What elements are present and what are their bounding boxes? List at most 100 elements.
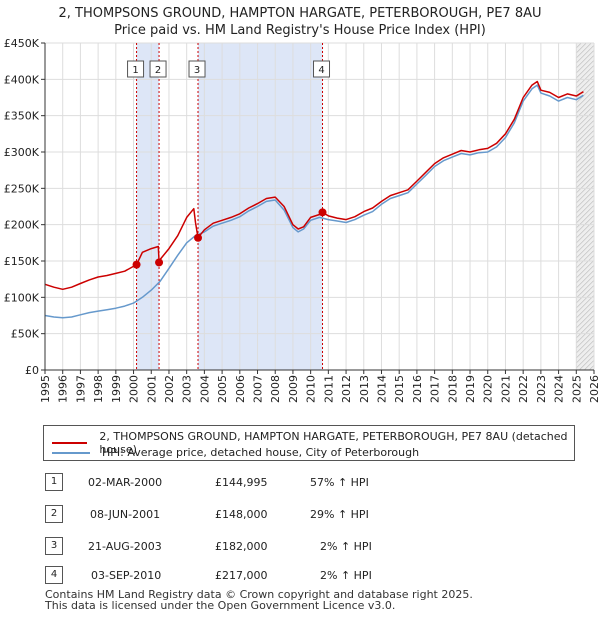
chart-title: 2, THOMPSONS GROUND, HAMPTON HARGATE, PE…	[58, 6, 542, 21]
transaction-number: 3	[45, 537, 63, 555]
x-tick-label: 2025	[570, 375, 583, 403]
forecast-hatch	[576, 209, 595, 229]
y-tick-label: £350K	[4, 110, 40, 123]
y-tick-label: £400K	[4, 73, 40, 86]
transaction-price: £217,000	[215, 569, 268, 582]
transaction-date: 02-MAR-2000	[88, 476, 163, 489]
legend: 2, THOMPSONS GROUND, HAMPTON HARGATE, PE…	[43, 425, 575, 461]
transaction-marker-box	[313, 60, 331, 78]
transaction-number: 2	[45, 505, 63, 523]
transaction-price: £144,995	[215, 476, 268, 489]
transaction-marker-box	[188, 60, 206, 78]
forecast-hatch	[576, 59, 595, 79]
forecast-hatch	[576, 299, 595, 319]
x-tick-label: 2021	[499, 375, 512, 403]
forecast-hatch	[576, 309, 595, 329]
footer-copyright: Contains HM Land Registry data © Crown c…	[45, 588, 473, 601]
forecast-hatch	[576, 49, 595, 69]
forecast-hatch	[576, 69, 595, 89]
transaction-hpi-change: 2% ↑ HPI	[320, 540, 372, 553]
x-tick-label: 2022	[517, 375, 530, 403]
transaction-hpi-change: 2% ↑ HPI	[320, 569, 372, 582]
legend-swatch-hpi	[52, 451, 90, 454]
transaction-marker-label: 3	[194, 65, 200, 76]
transaction-hpi-change: 29% ↑ HPI	[310, 508, 369, 521]
y-tick-label: £250K	[4, 182, 40, 195]
forecast-hatch	[576, 124, 595, 144]
x-tick-label: 2012	[340, 375, 353, 403]
chart-subtitle: Price paid vs. HM Land Registry's House …	[114, 23, 486, 38]
forecast-region	[576, 43, 594, 370]
x-tick-label: 2009	[287, 375, 300, 403]
forecast-hatch	[576, 129, 595, 149]
forecast-hatch	[576, 189, 595, 209]
forecast-hatch	[576, 174, 595, 194]
forecast-hatch	[576, 64, 595, 84]
x-tick-label: 2001	[145, 375, 158, 403]
transaction-date: 21-AUG-2003	[88, 540, 162, 553]
x-tick-label: 2023	[535, 375, 548, 403]
x-tick-label: 2006	[234, 375, 247, 403]
shaded-region	[136, 43, 160, 370]
legend-entry-price: 2, THOMPSONS GROUND, HAMPTON HARGATE, PE…	[52, 430, 574, 456]
x-tick-label: 1996	[57, 375, 70, 403]
forecast-hatch	[576, 204, 595, 224]
x-tick-label: 2003	[181, 375, 194, 403]
transaction-date: 03-SEP-2010	[91, 569, 162, 582]
legend-label-price: 2, THOMPSONS GROUND, HAMPTON HARGATE, PE…	[99, 430, 568, 456]
forecast-hatch	[576, 134, 595, 154]
legend-label-hpi: HPI: Average price, detached house, City…	[102, 446, 420, 459]
forecast-hatch	[576, 194, 595, 214]
legend-entry-hpi: HPI: Average price, detached house, City…	[52, 446, 419, 459]
x-tick-label: 1997	[74, 375, 87, 403]
x-tick-label: 2018	[446, 375, 459, 403]
forecast-hatch	[576, 104, 595, 124]
x-tick-label: 1998	[92, 375, 105, 403]
x-tick-label: 2024	[553, 375, 566, 403]
forecast-hatch	[576, 119, 595, 139]
transaction-date: 08-JUN-2001	[90, 508, 161, 521]
x-tick-label: 2015	[393, 375, 406, 403]
transaction-marker-label: 4	[318, 65, 324, 76]
y-tick-label: £200K	[4, 219, 40, 232]
transaction-row: 2 08-JUN-2001 £148,000 29% ↑ HPI	[45, 505, 525, 525]
transaction-number: 1	[45, 473, 63, 491]
x-tick-label: 2017	[429, 375, 442, 403]
transaction-point	[155, 258, 164, 267]
forecast-hatch	[576, 89, 595, 109]
x-tick-label: 2005	[216, 375, 229, 403]
y-tick-label: £300K	[4, 146, 40, 159]
forecast-hatch	[576, 304, 595, 324]
transaction-price: £182,000	[215, 540, 268, 553]
transaction-point	[318, 208, 327, 217]
x-tick-label: 2013	[358, 375, 371, 403]
forecast-hatch	[576, 169, 595, 189]
forecast-hatch	[576, 199, 595, 219]
transaction-number: 4	[45, 566, 63, 584]
transaction-row: 3 21-AUG-2003 £182,000 2% ↑ HPI	[45, 537, 525, 557]
transaction-hpi-change: 57% ↑ HPI	[310, 476, 369, 489]
forecast-hatch	[576, 144, 595, 164]
transaction-row: 1 02-MAR-2000 £144,995 57% ↑ HPI	[45, 473, 525, 493]
transaction-marker-label: 1	[132, 65, 138, 76]
transaction-marker-box	[149, 60, 167, 78]
x-tick-label: 2010	[305, 375, 318, 403]
y-tick-label: £150K	[4, 255, 40, 268]
x-tick-label: 2016	[411, 375, 424, 403]
x-tick-label: 2011	[322, 375, 335, 403]
forecast-hatch	[576, 179, 595, 199]
forecast-hatch	[576, 84, 595, 104]
forecast-hatch	[576, 154, 595, 174]
hpi-line	[44, 84, 584, 319]
forecast-hatch	[576, 74, 595, 94]
y-tick-label: £0	[25, 364, 39, 377]
x-tick-label: 2007	[252, 375, 265, 403]
footer: Contains HM Land Registry data © Crown c…	[45, 589, 473, 611]
x-tick-label: 2008	[269, 375, 282, 403]
transaction-point	[132, 260, 141, 269]
price-line	[44, 80, 584, 291]
price-chart: 1 2 3 4 £0 £50K £100K £150K £200K £250K £300K £350…	[4, 37, 600, 403]
transaction-row: 4 03-SEP-2010 £217,000 2% ↑ HPI	[45, 566, 525, 586]
footer-licence: This data is licensed under the Open Gov…	[45, 599, 396, 612]
transaction-marker-label: 2	[155, 65, 161, 76]
